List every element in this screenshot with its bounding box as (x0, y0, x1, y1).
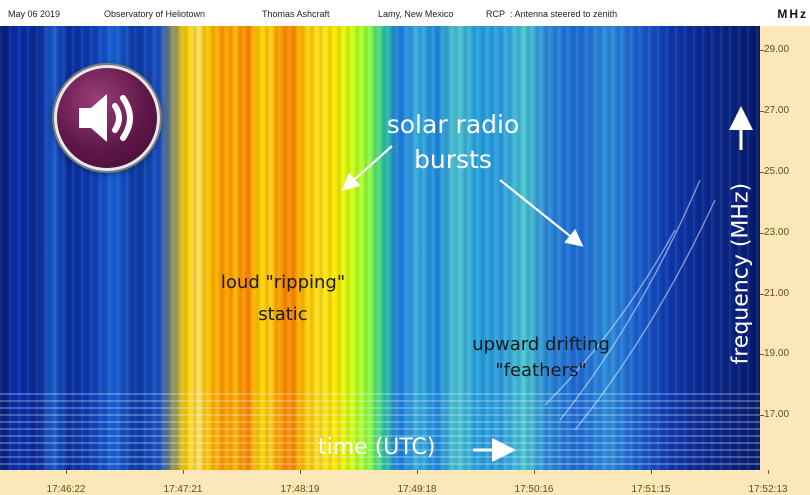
frequency-unit: MHz (777, 7, 808, 21)
y-tick-label: 29.00 (764, 44, 790, 56)
annotation-static: static (258, 304, 308, 325)
x-tick (183, 470, 184, 474)
annotation-bursts: bursts (414, 145, 492, 174)
y-tick (760, 293, 764, 295)
y-axis-title: frequency (MHz) (728, 182, 754, 365)
speaker-volume-button[interactable] (54, 65, 160, 171)
x-tick-label: 17:51:15 (631, 484, 671, 495)
x-tick-label: 17:49:18 (397, 484, 437, 495)
x-tick (534, 470, 535, 474)
speaker-volume-icon (79, 94, 133, 142)
y-tick-label: 25.00 (764, 165, 790, 177)
annotation-feathers: "feathers" (495, 360, 587, 381)
x-axis: 17:46:22 17:47:21 17:48:19 17:49:18 17:50:16… (0, 470, 810, 495)
header-location: Lamy, New Mexico (378, 9, 454, 19)
chart-header: May 06 2019 Observatory of Heliotown Tho… (0, 0, 810, 26)
annotation-ripping: loud "ripping" (220, 272, 346, 293)
x-tick (66, 470, 67, 474)
x-tick-label: 17:48:19 (280, 484, 320, 495)
header-antenna: : Antenna steered to zenith (510, 9, 618, 19)
y-tick-label: 17.00 (764, 409, 790, 421)
x-tick (651, 470, 652, 474)
x-tick (300, 470, 301, 474)
annotation-upward: upward drifting (472, 334, 610, 355)
y-tick (760, 354, 764, 356)
y-tick (760, 50, 764, 52)
x-tick (768, 470, 769, 474)
x-tick-label: 17:52:13 (748, 484, 788, 495)
x-tick-label: 17:47:21 (163, 484, 203, 495)
y-tick-label: 21.00 (764, 287, 790, 299)
annotation-solar-radio: solar radio (386, 110, 520, 139)
x-tick (417, 470, 418, 474)
header-polarization: RCP (486, 9, 506, 19)
y-tick (760, 171, 764, 173)
y-tick (760, 111, 764, 113)
y-tick (760, 415, 764, 417)
y-axis: 29.00 27.00 25.00 23.00 21.00 19.00 17.00 (760, 26, 810, 470)
y-tick-label: 23.00 (764, 226, 790, 238)
x-axis-title: time (UTC) (318, 435, 436, 460)
y-tick-label: 19.00 (764, 348, 790, 360)
y-tick (760, 232, 764, 234)
x-tick-label: 17:50:16 (514, 484, 554, 495)
header-date: May 06 2019 (8, 9, 61, 19)
header-observatory: Observatory of Heliotown (104, 9, 206, 19)
x-tick-label: 17:46:22 (46, 484, 86, 495)
header-observer: Thomas Ashcraft (262, 9, 330, 19)
y-tick-label: 27.00 (764, 105, 790, 117)
